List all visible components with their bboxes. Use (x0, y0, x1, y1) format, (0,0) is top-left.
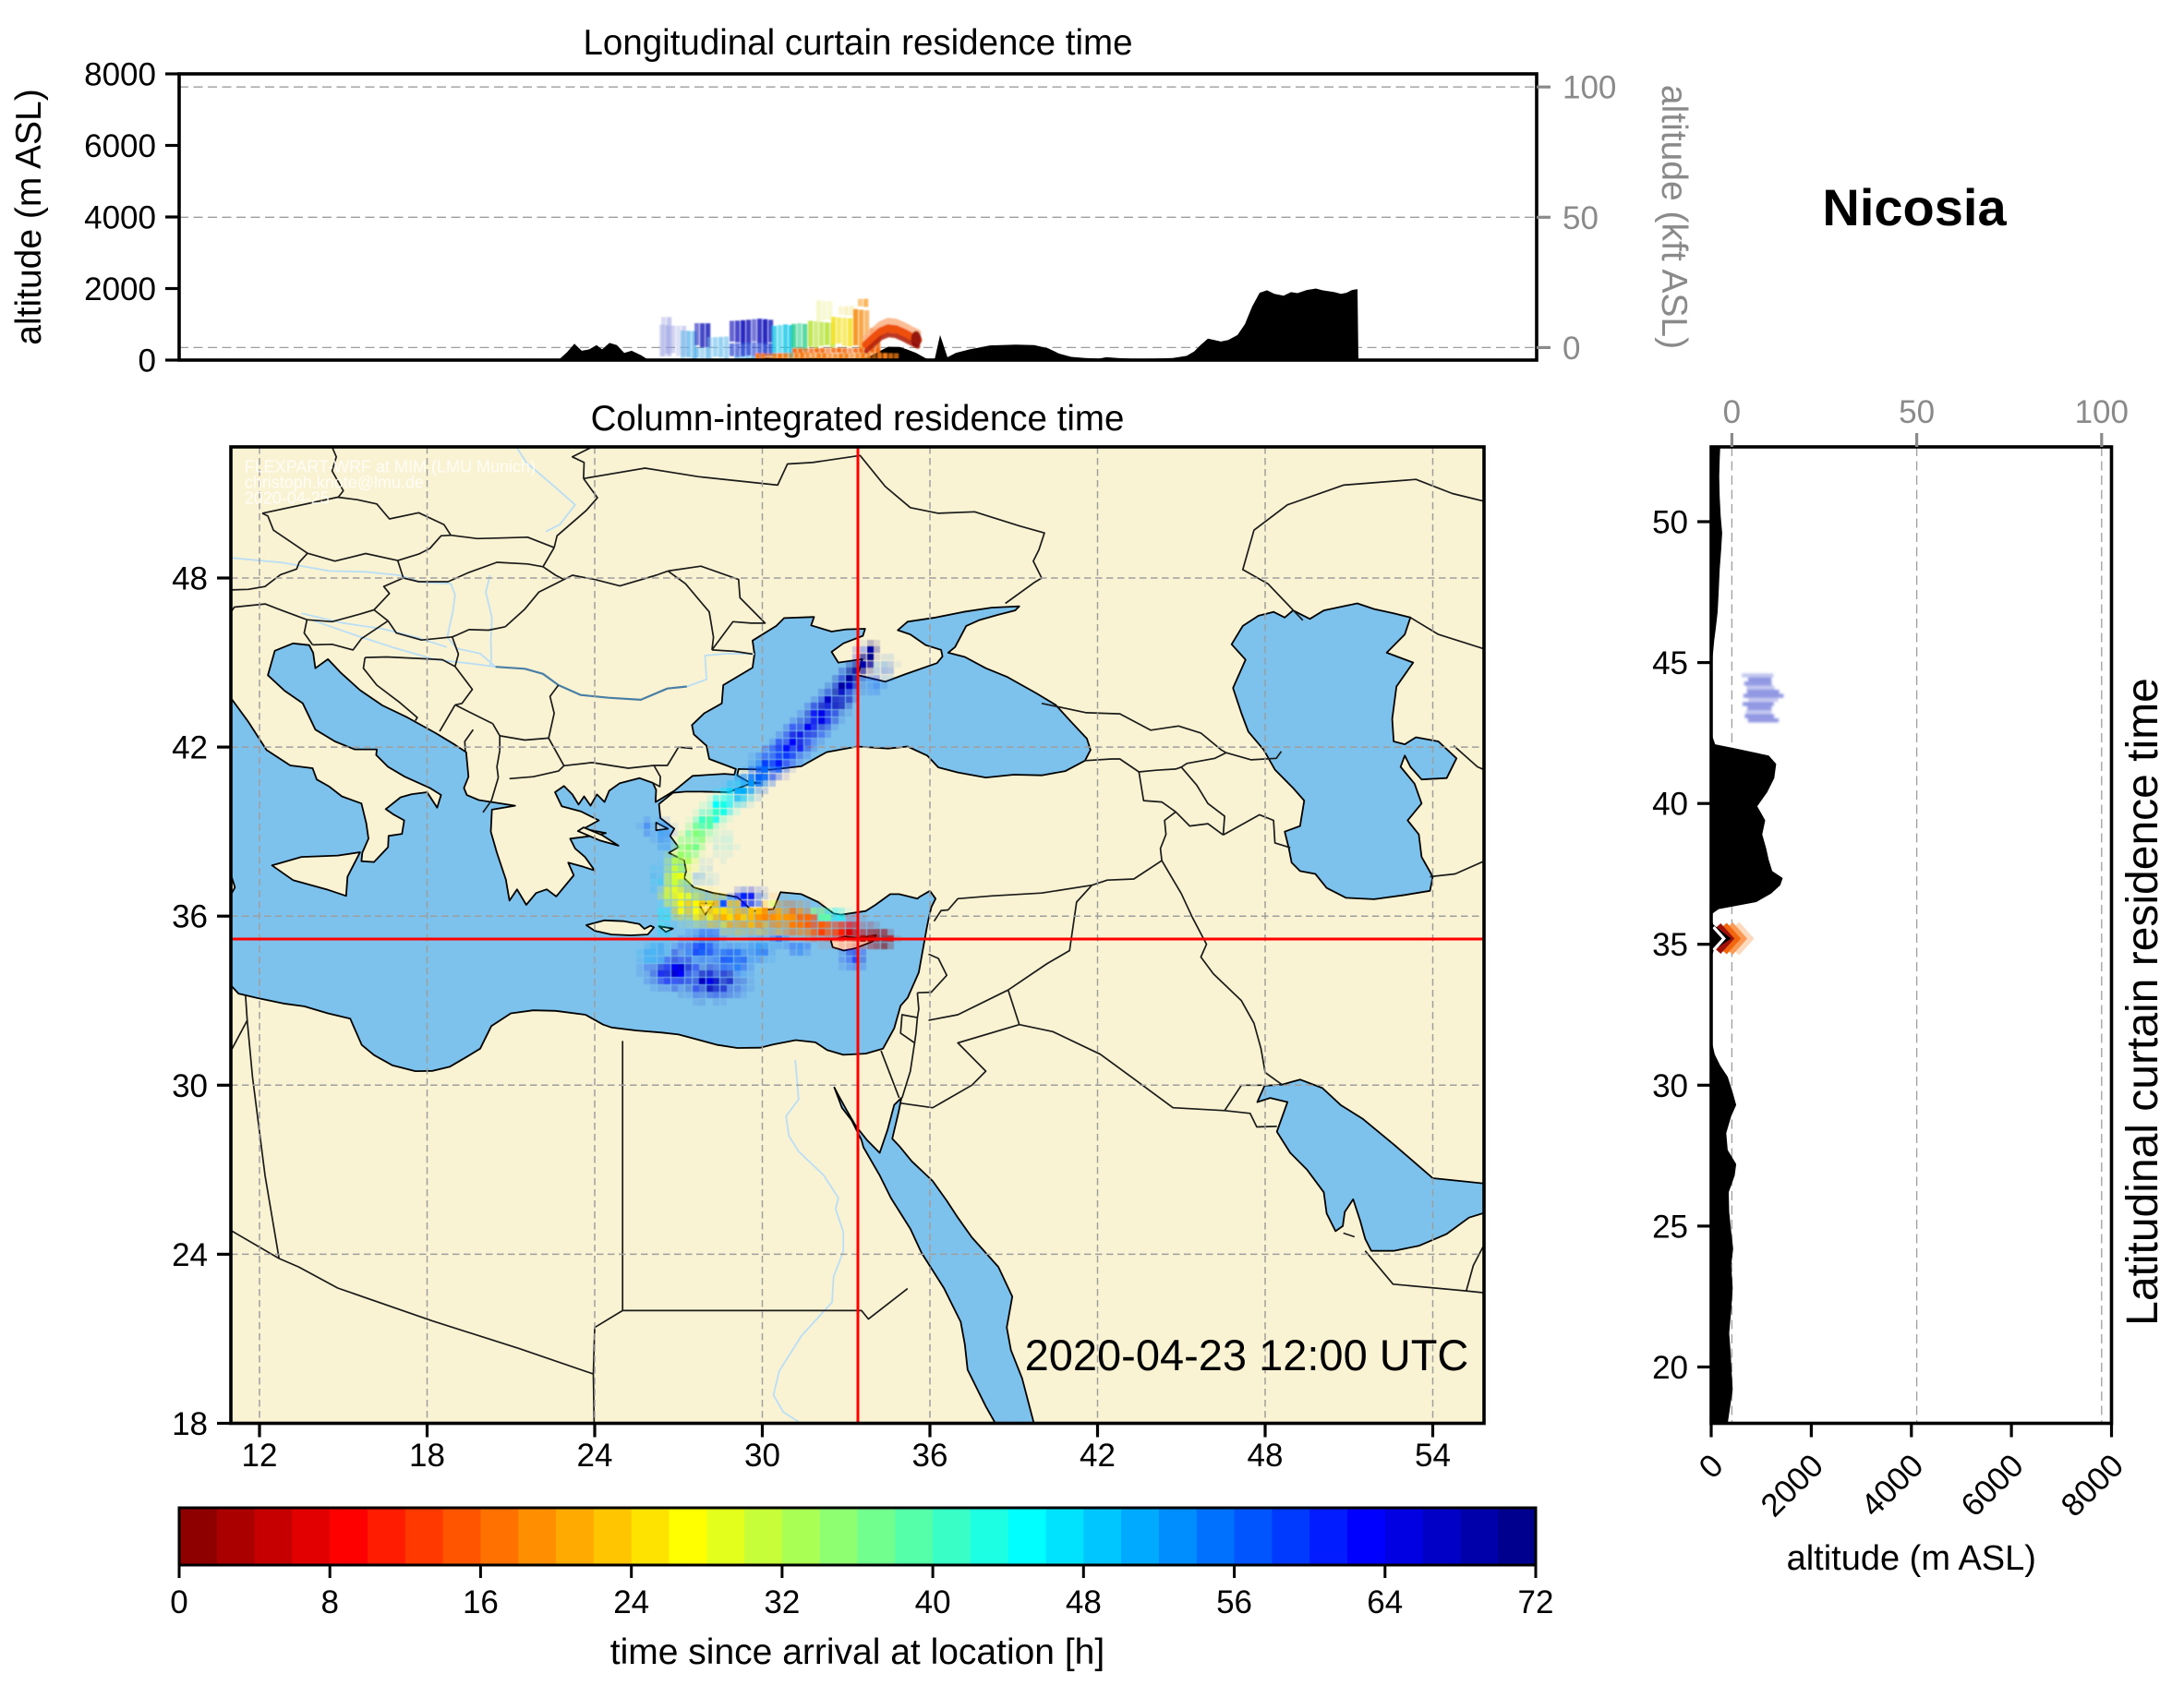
svg-text:36: 36 (912, 1438, 948, 1474)
svg-text:40: 40 (1652, 787, 1688, 823)
svg-text:0: 0 (1563, 331, 1580, 367)
svg-text:altitude (m ASL): altitude (m ASL) (9, 89, 49, 344)
svg-text:72: 72 (1518, 1584, 1554, 1620)
svg-text:Nicosia: Nicosia (1822, 178, 2007, 236)
svg-text:100: 100 (2075, 394, 2129, 430)
svg-text:50: 50 (1899, 394, 1935, 430)
svg-text:40: 40 (915, 1584, 951, 1620)
svg-text:50: 50 (1563, 200, 1599, 236)
svg-text:0: 0 (1723, 394, 1741, 430)
svg-text:2020-04-23 12:00 UTC: 2020-04-23 12:00 UTC (1025, 1331, 1469, 1379)
svg-text:30: 30 (172, 1068, 208, 1104)
svg-text:12: 12 (242, 1438, 278, 1474)
svg-text:54: 54 (1415, 1438, 1451, 1474)
svg-text:24: 24 (613, 1584, 649, 1620)
svg-text:2020-04-25: 2020-04-25 (245, 488, 330, 507)
svg-text:Column-integrated residence ti: Column-integrated residence time (591, 399, 1125, 439)
svg-text:64: 64 (1367, 1584, 1403, 1620)
svg-text:altitude (kft ASL): altitude (kft ASL) (1654, 85, 1694, 349)
svg-text:8000: 8000 (84, 57, 156, 93)
svg-text:0: 0 (139, 343, 156, 379)
svg-text:0: 0 (170, 1584, 187, 1620)
svg-text:time since arrival at location: time since arrival at location [h] (610, 1632, 1104, 1672)
svg-text:2000: 2000 (84, 271, 156, 307)
svg-text:8: 8 (320, 1584, 338, 1620)
svg-text:56: 56 (1216, 1584, 1252, 1620)
svg-text:Latitudinal curtain residence: Latitudinal curtain residence time (2118, 678, 2167, 1326)
svg-text:35: 35 (1652, 927, 1688, 963)
svg-text:christoph.knote@lmu.de: christoph.knote@lmu.de (245, 474, 424, 492)
svg-text:18: 18 (172, 1406, 208, 1442)
svg-text:6000: 6000 (84, 128, 156, 164)
svg-text:FLEXPART-WRF at MIM (LMU Munic: FLEXPART-WRF at MIM (LMU Munich) (245, 458, 536, 476)
svg-text:20: 20 (1652, 1350, 1688, 1386)
svg-text:36: 36 (172, 899, 208, 935)
svg-text:altitude (m ASL): altitude (m ASL) (1787, 1539, 2036, 1578)
svg-text:50: 50 (1652, 505, 1688, 541)
svg-text:48: 48 (172, 561, 208, 597)
svg-text:30: 30 (1652, 1068, 1688, 1104)
svg-text:Longitudinal curtain residence: Longitudinal curtain residence time (584, 23, 1133, 63)
svg-text:48: 48 (1248, 1438, 1284, 1474)
svg-text:16: 16 (463, 1584, 499, 1620)
svg-text:24: 24 (577, 1438, 613, 1474)
svg-text:18: 18 (409, 1438, 445, 1474)
svg-text:100: 100 (1563, 70, 1616, 106)
svg-text:48: 48 (1066, 1584, 1102, 1620)
svg-text:30: 30 (744, 1438, 780, 1474)
svg-text:42: 42 (172, 730, 208, 766)
svg-text:4000: 4000 (84, 200, 156, 236)
svg-text:25: 25 (1652, 1209, 1688, 1245)
svg-text:42: 42 (1080, 1438, 1116, 1474)
svg-text:24: 24 (172, 1237, 208, 1273)
svg-text:45: 45 (1652, 645, 1688, 681)
svg-text:32: 32 (764, 1584, 800, 1620)
